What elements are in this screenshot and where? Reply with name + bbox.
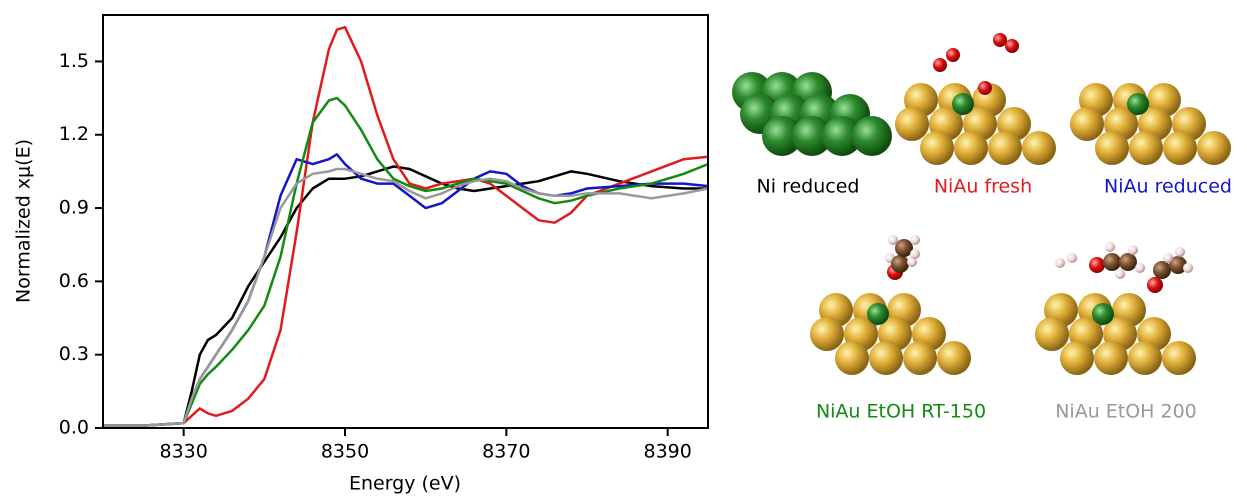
atom (988, 131, 1022, 165)
atom (1135, 263, 1145, 273)
atom (1005, 39, 1019, 53)
atom (1035, 317, 1069, 351)
atom (1127, 93, 1149, 115)
atom (1183, 263, 1193, 273)
atom (1105, 242, 1115, 252)
atom (1128, 245, 1138, 255)
atom (1060, 341, 1094, 375)
atom (867, 303, 889, 325)
atom (1153, 261, 1171, 279)
atom (978, 81, 992, 95)
atom (1067, 253, 1077, 263)
atom (1119, 253, 1137, 271)
x-tick-label: 8330 (159, 441, 207, 463)
atom (888, 235, 898, 245)
atom (1129, 131, 1163, 165)
x-axis-title: Energy (eV) (349, 473, 461, 495)
x-tick-label: 8370 (482, 441, 530, 463)
atom (1163, 131, 1197, 165)
legend-label: NiAu EtOH RT-150 (816, 401, 986, 423)
atom (1070, 107, 1104, 141)
y-tick-label: 0.9 (59, 197, 89, 219)
atom (933, 58, 947, 72)
y-tick-label: 0.3 (59, 343, 89, 365)
atom (1197, 131, 1231, 165)
atom (891, 255, 909, 273)
atom (946, 48, 960, 62)
y-axis-title: Normalized xμ(E) (13, 139, 35, 303)
atom (1163, 253, 1173, 263)
atom (1055, 258, 1065, 268)
legend-label: Ni reduced (757, 176, 860, 198)
series-line (103, 27, 708, 425)
legend-label: NiAu fresh (934, 176, 1032, 198)
atom (1089, 257, 1105, 273)
x-tick-label: 8350 (321, 441, 369, 463)
atom (895, 107, 929, 141)
atom (1147, 277, 1163, 293)
atom (1175, 247, 1185, 257)
atom (1092, 303, 1114, 325)
atom (920, 131, 954, 165)
atom (954, 131, 988, 165)
atom (835, 341, 869, 375)
atom (937, 341, 971, 375)
atom (1022, 131, 1056, 165)
atom (1115, 269, 1125, 279)
atom (910, 235, 920, 245)
atom (869, 341, 903, 375)
figure: Energy (eV) Normalized xμ(E) 0.0 0.3 0.6 0.… (0, 0, 1247, 498)
plot-frame (103, 15, 708, 428)
atom (993, 33, 1007, 47)
atom (1128, 341, 1162, 375)
y-tick-label: 1.5 (59, 50, 89, 72)
y-tick-label: 0.6 (59, 270, 89, 292)
series-line (103, 167, 708, 426)
atom (810, 317, 844, 351)
legend-label: NiAu reduced (1104, 176, 1232, 198)
atom (852, 116, 892, 156)
atom (952, 93, 974, 115)
atom (1095, 131, 1129, 165)
legend-label: NiAu EtOH 200 (1055, 401, 1197, 423)
atom (903, 341, 937, 375)
atom (1094, 341, 1128, 375)
y-tick-label: 0.0 (59, 417, 89, 439)
x-tick-label: 8390 (643, 441, 691, 463)
atom (1103, 253, 1121, 271)
atom (910, 249, 920, 259)
atom (1162, 341, 1196, 375)
y-tick-label: 1.2 (59, 123, 89, 145)
